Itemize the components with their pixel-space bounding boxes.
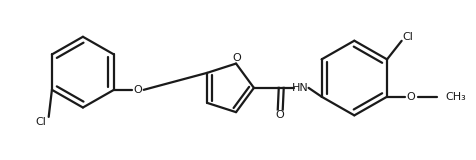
Text: O: O <box>406 92 415 102</box>
Text: CH₃: CH₃ <box>445 92 466 102</box>
Text: Cl: Cl <box>401 32 412 42</box>
Text: HN: HN <box>292 83 308 93</box>
Text: O: O <box>275 110 284 120</box>
Text: O: O <box>232 53 241 63</box>
Text: Cl: Cl <box>35 117 46 127</box>
Text: O: O <box>133 85 142 95</box>
